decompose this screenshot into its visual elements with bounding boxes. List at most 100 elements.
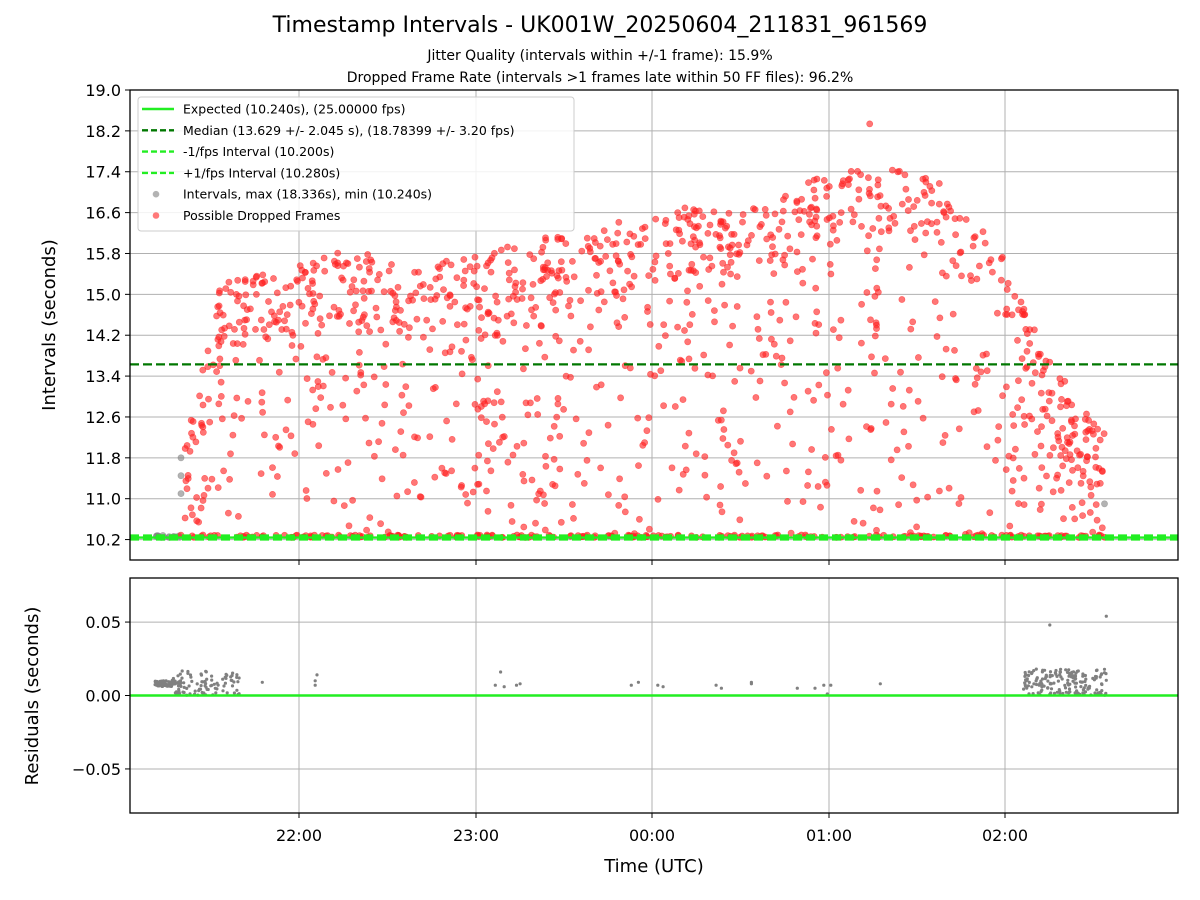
residual-point — [1046, 686, 1050, 690]
residual-point — [1067, 687, 1072, 691]
dropped-frame-point — [692, 207, 699, 215]
dropped-frame-point — [667, 270, 674, 278]
dropped-frame-point — [498, 413, 506, 421]
bottom-plot-y-ticks: −0.05 0.00 0.05 — [72, 613, 130, 779]
dropped-frame-point — [766, 257, 774, 264]
residual-point — [177, 681, 182, 685]
dropped-frame-point — [839, 400, 847, 408]
dropped-frame-point — [882, 419, 890, 426]
dropped-frame-point — [1064, 397, 1072, 405]
dropped-frame-point — [604, 236, 611, 243]
dropped-frame-point — [701, 471, 709, 479]
dropped-frame-point — [536, 339, 543, 347]
dropped-frame-point — [876, 245, 883, 253]
dropped-frame-point — [220, 467, 227, 475]
dropped-frame-point — [388, 261, 395, 268]
dropped-frame-point — [714, 416, 722, 424]
dropped-frame-point — [350, 307, 357, 315]
dropped-frame-point — [774, 422, 781, 430]
dropped-frame-point — [552, 306, 560, 314]
dropped-frame-point — [655, 342, 663, 350]
dropped-frame-point — [345, 522, 353, 530]
dropped-frame-point — [307, 310, 315, 317]
dropped-frame-point — [355, 348, 363, 356]
dropped-frame-point — [805, 468, 812, 476]
dropped-frame-point — [735, 468, 743, 476]
dropped-frame-point — [1054, 433, 1062, 441]
dropped-frame-point — [301, 268, 309, 276]
dropped-frame-point — [309, 290, 317, 297]
dropped-frame-point — [942, 345, 950, 353]
dropped-frame-point — [871, 332, 879, 340]
dropped-frame-point — [541, 526, 549, 534]
dropped-frame-point — [847, 167, 855, 175]
dropped-frame-point — [637, 240, 645, 248]
dropped-frame-point — [1036, 506, 1044, 513]
dropped-frame-point — [262, 333, 270, 341]
dropped-frame-point — [289, 331, 297, 339]
dropped-frame-point — [265, 321, 273, 329]
dropped-frame-point — [810, 186, 818, 194]
residual-point — [1068, 682, 1072, 686]
dropped-frame-point — [365, 439, 373, 447]
dropped-frame-point — [685, 355, 693, 363]
residual-point — [1059, 675, 1063, 679]
residual-point — [1100, 672, 1104, 676]
dropped-frame-point — [474, 375, 482, 383]
residual-point — [179, 684, 183, 689]
dropped-frame-point — [216, 355, 224, 363]
y-tick-label: 18.2 — [85, 122, 121, 141]
residual-point — [1059, 667, 1063, 671]
dropped-frame-point — [630, 272, 638, 280]
residual-point — [499, 670, 503, 674]
dropped-frame-point — [328, 368, 336, 376]
top-plot-reference-lines — [130, 363, 1178, 541]
dropped-frame-point — [1093, 516, 1101, 524]
dropped-frame-point — [999, 392, 1006, 400]
dropped-frame-point — [342, 374, 349, 382]
dropped-frame-point — [981, 239, 989, 247]
dropped-frame-point — [503, 312, 511, 320]
dropped-frame-point — [826, 240, 834, 248]
residual-point — [235, 673, 239, 677]
dropped-frame-point — [495, 438, 503, 446]
dropped-frame-point — [317, 394, 325, 401]
dropped-frame-point — [626, 364, 634, 372]
dropped-frame-point — [360, 311, 368, 319]
dropped-frame-point — [539, 275, 547, 283]
dropped-frame-point — [933, 333, 941, 340]
residual-point — [1064, 668, 1068, 672]
dropped-frame-point — [268, 308, 275, 316]
residual-point — [204, 669, 208, 673]
dropped-frame-point — [570, 273, 578, 281]
residual-point — [1052, 681, 1056, 685]
dropped-frame-point — [1020, 474, 1028, 482]
dropped-frame-point — [583, 456, 591, 464]
dropped-frame-point — [567, 312, 575, 320]
dropped-frame-point — [520, 523, 528, 531]
dropped-frame-point — [378, 475, 386, 483]
dropped-frame-point — [808, 203, 815, 211]
dropped-frame-point — [1042, 357, 1050, 365]
dropped-frame-point — [905, 196, 912, 203]
dropped-frame-point — [520, 365, 527, 373]
dropped-frame-point — [727, 258, 735, 266]
dropped-frame-point — [453, 321, 461, 329]
residual-point — [1039, 681, 1043, 686]
dropped-frame-point — [493, 298, 501, 306]
dropped-frame-point — [592, 239, 599, 246]
dropped-frame-point — [413, 315, 421, 323]
dropped-frame-point — [1028, 379, 1036, 387]
dropped-frame-point — [446, 302, 454, 310]
dropped-frame-point — [362, 414, 369, 422]
residual-point — [230, 673, 234, 678]
dropped-frame-point — [756, 223, 764, 231]
dropped-frame-point — [720, 268, 727, 276]
residual-point — [224, 672, 228, 677]
residual-point — [313, 683, 317, 687]
dropped-frame-point — [405, 402, 413, 409]
dropped-frame-point — [1073, 447, 1081, 455]
residual-point — [1081, 691, 1085, 695]
dropped-frame-point — [834, 364, 842, 372]
dropped-frame-point — [739, 218, 746, 226]
